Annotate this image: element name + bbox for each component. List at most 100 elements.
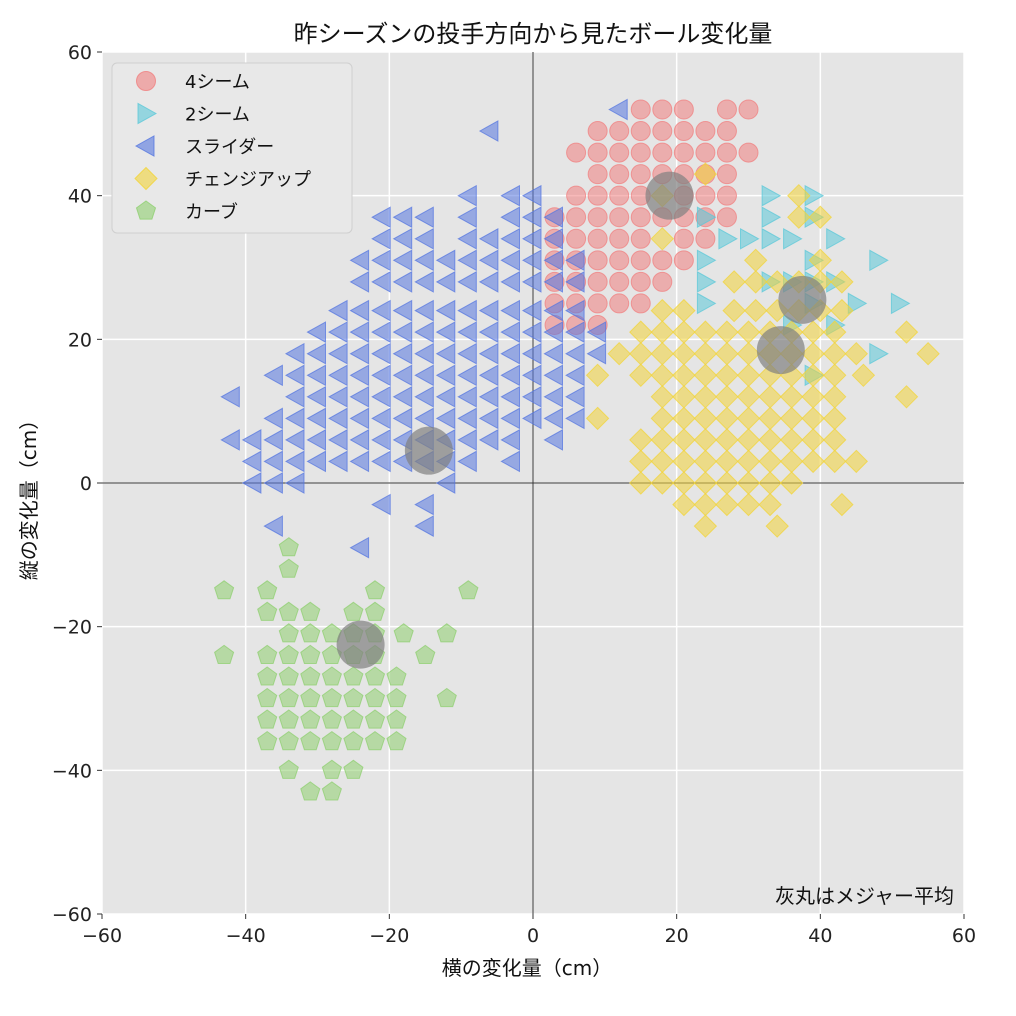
data-point <box>565 249 585 272</box>
data-point <box>371 249 391 272</box>
data-point <box>220 385 240 408</box>
legend-label: 4シーム <box>185 72 250 93</box>
data-point <box>543 321 563 343</box>
data-point <box>587 271 608 292</box>
data-point <box>696 249 717 272</box>
data-point <box>414 342 434 365</box>
data-point <box>521 184 542 207</box>
data-point <box>587 185 608 206</box>
data-point <box>716 99 737 120</box>
data-point <box>587 250 608 271</box>
data-point <box>457 321 477 343</box>
data-point <box>630 142 651 163</box>
data-point <box>543 271 563 293</box>
data-point <box>457 249 477 272</box>
y-tick-label: 0 <box>80 473 92 495</box>
data-point <box>278 601 299 621</box>
data-point <box>300 601 321 621</box>
data-point <box>284 364 305 387</box>
data-point <box>916 341 940 366</box>
data-point <box>587 121 608 142</box>
data-point <box>364 709 386 729</box>
data-point <box>349 321 370 343</box>
data-point <box>586 321 607 343</box>
data-point <box>565 364 585 387</box>
data-point <box>435 385 456 408</box>
data-point <box>500 385 520 408</box>
data-point <box>300 644 321 664</box>
data-point <box>826 227 846 250</box>
data-point <box>300 709 321 729</box>
data-point <box>263 472 283 494</box>
data-point <box>349 385 370 408</box>
data-point <box>521 271 542 293</box>
data-point <box>306 385 326 408</box>
data-point <box>457 206 477 229</box>
data-point <box>278 730 299 751</box>
data-point <box>652 121 673 142</box>
data-point <box>738 142 759 163</box>
data-point <box>565 299 585 322</box>
data-point <box>386 730 407 751</box>
data-point <box>328 407 348 430</box>
data-point <box>364 580 386 600</box>
data-point <box>758 492 782 517</box>
data-point <box>672 492 696 517</box>
data-point <box>278 537 299 557</box>
legend-label: スライダー <box>185 137 274 158</box>
data-point <box>801 449 825 474</box>
annotation-note: 灰丸はメジャー平均 <box>775 884 954 908</box>
data-point <box>844 341 869 366</box>
data-point <box>300 623 321 643</box>
x-tick-label: −60 <box>82 925 122 947</box>
data-point <box>607 341 631 366</box>
y-tick-label: −60 <box>52 904 92 926</box>
data-point <box>609 121 630 142</box>
data-point <box>300 666 321 686</box>
legend-marker <box>134 135 155 157</box>
data-point <box>587 228 608 249</box>
data-point <box>693 162 718 186</box>
data-point <box>478 321 499 343</box>
data-point <box>435 271 456 293</box>
data-point <box>371 227 391 250</box>
data-point <box>500 206 520 229</box>
data-point <box>609 185 630 206</box>
data-point <box>435 249 456 272</box>
data-point <box>300 730 321 751</box>
data-point <box>458 580 479 600</box>
legend-box <box>111 62 353 234</box>
data-point <box>565 271 585 293</box>
data-point <box>521 342 542 365</box>
data-point <box>306 342 326 365</box>
data-point <box>278 759 299 779</box>
data-point <box>693 514 718 538</box>
data-point <box>343 601 364 621</box>
data-point <box>478 120 499 142</box>
data-point <box>278 709 299 729</box>
data-point <box>414 493 434 516</box>
data-point <box>328 429 348 451</box>
data-point <box>414 385 434 408</box>
data-point <box>386 709 407 729</box>
data-point <box>566 142 587 163</box>
data-point <box>743 298 768 323</box>
data-point <box>392 249 413 272</box>
data-point <box>257 601 278 621</box>
data-point <box>500 342 520 365</box>
data-point <box>847 292 868 315</box>
data-point <box>392 299 413 322</box>
data-point <box>328 364 348 387</box>
data-point <box>722 298 746 323</box>
data-point <box>364 687 386 708</box>
data-point <box>543 385 563 408</box>
data-point <box>321 666 342 686</box>
data-point <box>241 450 262 473</box>
data-point <box>609 142 630 163</box>
data-point <box>521 407 542 430</box>
data-point <box>521 206 542 229</box>
data-point <box>349 450 370 473</box>
data-point <box>743 270 768 294</box>
data-point <box>457 385 477 408</box>
data-point <box>371 206 391 229</box>
